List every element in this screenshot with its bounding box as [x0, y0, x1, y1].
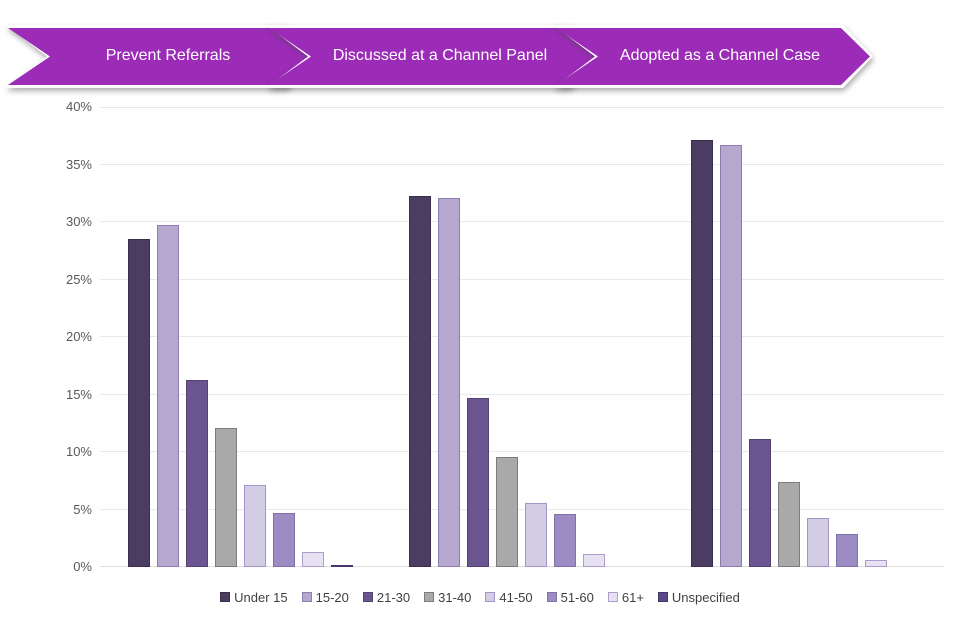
legend-label: 21-30: [376, 589, 411, 605]
banner-adopted-as-channel-case: Adopted as a Channel Case: [553, 25, 873, 88]
bar: [409, 195, 432, 567]
gridline: [100, 508, 944, 510]
legend-swatch: [607, 592, 618, 602]
bar: [777, 481, 800, 567]
bar: [331, 564, 354, 567]
legend-label: 61+: [621, 589, 644, 605]
gridline: [100, 566, 944, 567]
gridline: [100, 393, 944, 395]
legend-item: 41-50: [485, 589, 533, 605]
legend-swatch: [220, 592, 231, 602]
bar-group: [663, 107, 944, 567]
bar: [244, 485, 267, 567]
legend-item: 51-60: [546, 589, 594, 605]
plot-area: 0% 5% 10% 15% 20% 25% 30% 35% 40%: [66, 99, 944, 574]
gridline: [100, 163, 944, 165]
gridline: [100, 336, 944, 337]
legend-label: 31-40: [438, 589, 472, 605]
legend-label: Unspecified: [671, 589, 740, 605]
y-axis-tick-label: 15%: [65, 386, 92, 402]
banner-fill-shape: Adopted as a Channel Case: [556, 28, 870, 85]
bar: [186, 379, 209, 567]
bar-group: [100, 107, 381, 567]
y-axis-tick-label: 30%: [65, 214, 92, 229]
banner-label: Prevent Referrals: [105, 47, 231, 65]
legend-item: 21-30: [362, 589, 411, 605]
legend-item: 15-20: [301, 589, 349, 605]
y-axis-tick-label: 5%: [73, 501, 92, 517]
bar: [806, 517, 829, 567]
legend-item: 31-40: [424, 590, 471, 605]
y-axis-tick-label: 10%: [65, 444, 92, 459]
bar: [835, 533, 858, 567]
legend-item: Under 15: [220, 589, 288, 605]
y-axis-tick-label: 20%: [65, 329, 92, 344]
y-axis-tick-label: 0%: [73, 559, 92, 574]
bar: [525, 502, 548, 567]
bar: [864, 560, 887, 567]
bar: [690, 140, 713, 567]
legend-item: 61+: [607, 589, 644, 605]
bar: [719, 144, 742, 567]
bar: [583, 554, 606, 567]
gridline: [100, 107, 944, 108]
banner-discussed-at-channel-panel: Discussed at a Channel Panel: [266, 25, 600, 88]
gridline: [100, 278, 944, 280]
banner-fill-shape: Discussed at a Channel Panel: [269, 28, 597, 85]
bar: [496, 456, 519, 567]
gridline: [100, 451, 944, 452]
legend-label: 41-50: [499, 589, 533, 605]
bar: [302, 552, 325, 567]
legend-item: Unspecified: [657, 589, 740, 605]
bar: [748, 439, 771, 567]
legend-label: Under 15: [234, 589, 288, 605]
legend: Under 15 15-20 21-30 31-40 41-50 51-60 61+ Unsp…: [0, 586, 960, 608]
legend-swatch: [546, 592, 557, 602]
bar: [554, 514, 577, 567]
banner-fill-shape: Prevent Referrals: [8, 28, 314, 85]
legend-swatch: [301, 592, 312, 602]
legend-swatch: [657, 592, 668, 602]
bar: [128, 239, 151, 567]
legend-swatch: [485, 592, 496, 602]
bar: [467, 397, 490, 567]
y-axis-tick-label: 35%: [65, 156, 92, 172]
legend-swatch: [362, 592, 373, 602]
legend-label: 51-60: [560, 589, 594, 605]
y-axis-tick-label: 25%: [65, 271, 92, 287]
gridline: [100, 221, 944, 222]
bar: [438, 197, 461, 567]
y-axis-tick-label: 40%: [65, 99, 92, 114]
banner-prevent-referrals: Prevent Referrals: [5, 25, 317, 88]
bar-group: [381, 107, 662, 567]
bar: [273, 512, 296, 567]
bar: [215, 427, 238, 567]
legend-label: 15-20: [315, 589, 349, 605]
legend-swatch: [424, 592, 435, 602]
banner-label: Adopted as a Channel Case: [619, 47, 821, 65]
banner-label: Discussed at a Channel Panel: [332, 47, 548, 65]
bar: [157, 225, 180, 567]
